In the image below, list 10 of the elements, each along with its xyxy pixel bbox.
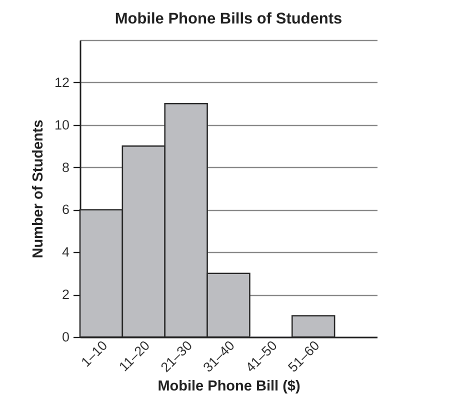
y-tick-label: 6 <box>62 202 70 218</box>
y-tick-label: 0 <box>62 330 70 344</box>
y-tick-label: 10 <box>54 117 70 132</box>
y-tick-label: 4 <box>62 244 70 260</box>
chart-title: Mobile Phone Bills of Students <box>114 10 342 28</box>
y-tick-label: 12 <box>54 74 70 90</box>
y-tick-label: 2 <box>62 287 70 302</box>
y-tick-label: 8 <box>62 160 70 175</box>
y-axis-title: Number of Students <box>30 120 46 258</box>
x-axis-title: Mobile Phone Bill ($) <box>158 378 300 395</box>
